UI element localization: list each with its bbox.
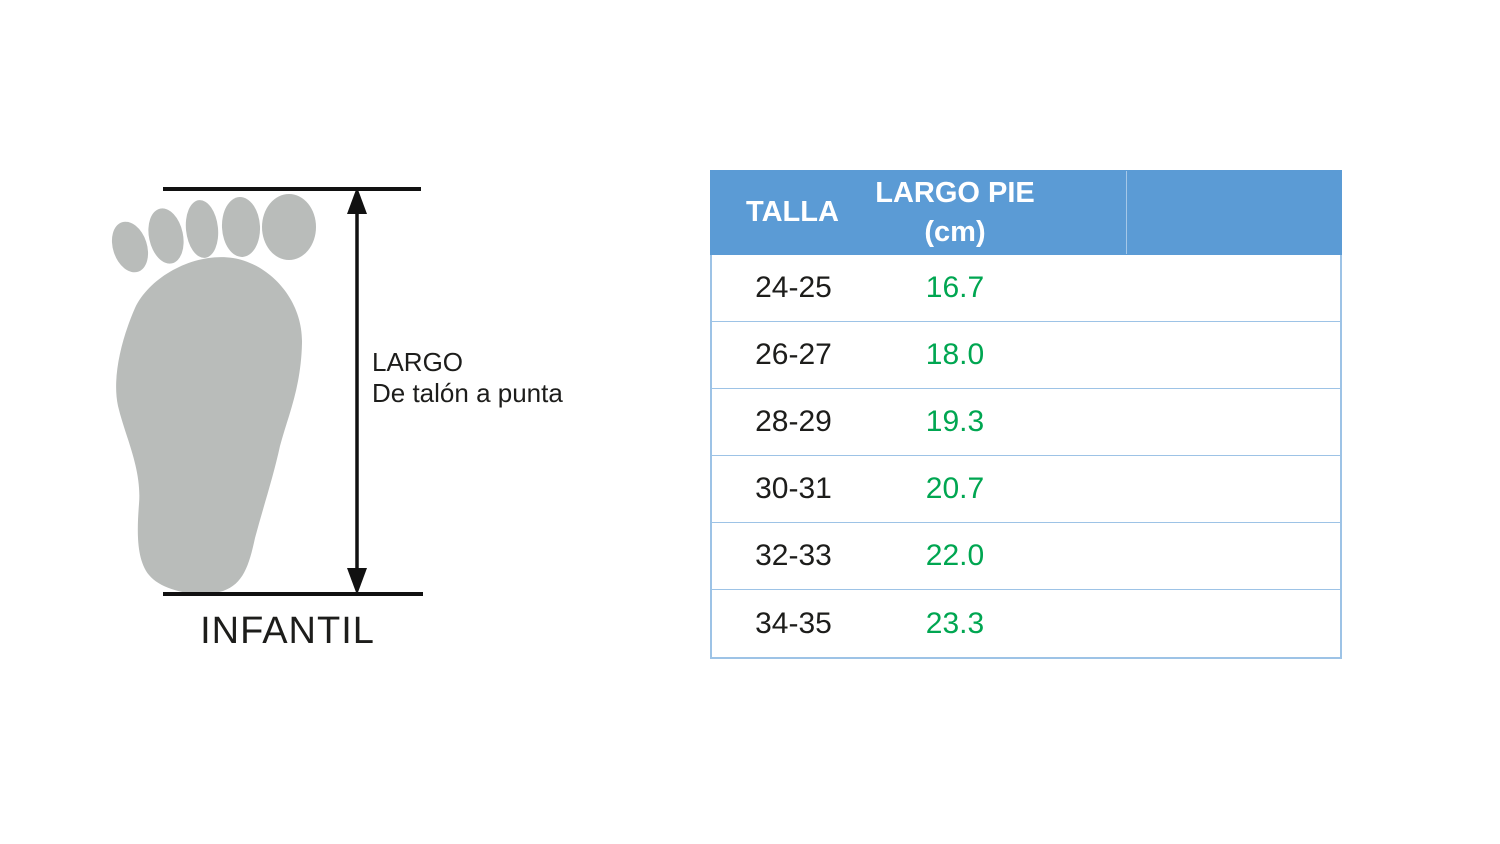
size-cell: 34-35	[755, 606, 832, 640]
header-cell-empty	[1035, 170, 1342, 255]
length-cell: 22.0	[925, 539, 985, 572]
header-size-label: TALLA	[746, 196, 839, 228]
length-cell: 23.3	[925, 606, 985, 640]
length-cell: 18.0	[925, 338, 985, 371]
diagram-caption: INFANTIL	[200, 610, 375, 652]
size-table: TALLA LARGO PIE (cm) 24-25 16.7 26-27 18…	[710, 170, 1342, 659]
header-length-label-line1: LARGO PIE	[875, 176, 1035, 209]
table-row: 30-31 20.7	[712, 456, 1340, 523]
measure-label-line2: De talón a punta	[372, 378, 563, 408]
measure-label-line1: LARGO	[372, 347, 464, 377]
size-cell: 26-27	[755, 338, 832, 371]
header-column-divider	[1126, 171, 1127, 254]
header-cell-length: LARGO PIE (cm)	[875, 170, 1035, 255]
size-cell: 30-31	[755, 472, 832, 505]
arrow-head-down-icon	[347, 568, 367, 595]
arrow-head-up-icon	[347, 187, 367, 214]
length-measure-arrow-icon	[347, 187, 367, 595]
measure-label: LARGO De talón a punta	[372, 347, 563, 409]
length-cell: 20.7	[925, 472, 985, 505]
table-row: 28-29 19.3	[712, 389, 1340, 456]
toe-reference-line	[163, 187, 421, 191]
size-cell: 24-25	[755, 271, 832, 304]
toe-2-shape	[221, 197, 261, 257]
table-row: 24-25 16.7	[712, 255, 1340, 322]
header-cell-size: TALLA	[710, 170, 875, 255]
toe-5-shape	[111, 221, 149, 273]
size-table-header: TALLA LARGO PIE (cm)	[710, 170, 1342, 255]
header-length-label-line2: (cm)	[924, 215, 986, 248]
size-cell: 28-29	[755, 405, 832, 438]
table-row: 34-35 23.3	[712, 590, 1340, 657]
foot-sole-shape	[116, 257, 303, 594]
big-toe-shape	[262, 194, 316, 260]
toe-4-shape	[148, 208, 184, 264]
size-cell: 32-33	[755, 539, 832, 572]
length-cell: 16.7	[925, 271, 985, 304]
footprint-illustration	[111, 194, 316, 594]
heel-reference-line	[163, 592, 423, 596]
table-row: 26-27 18.0	[712, 322, 1340, 389]
size-table-body: 24-25 16.7 26-27 18.0 28-29 19.3 30-31 2…	[710, 255, 1342, 659]
length-cell: 19.3	[925, 405, 985, 438]
toe-3-shape	[185, 200, 219, 258]
table-row: 32-33 22.0	[712, 523, 1340, 590]
